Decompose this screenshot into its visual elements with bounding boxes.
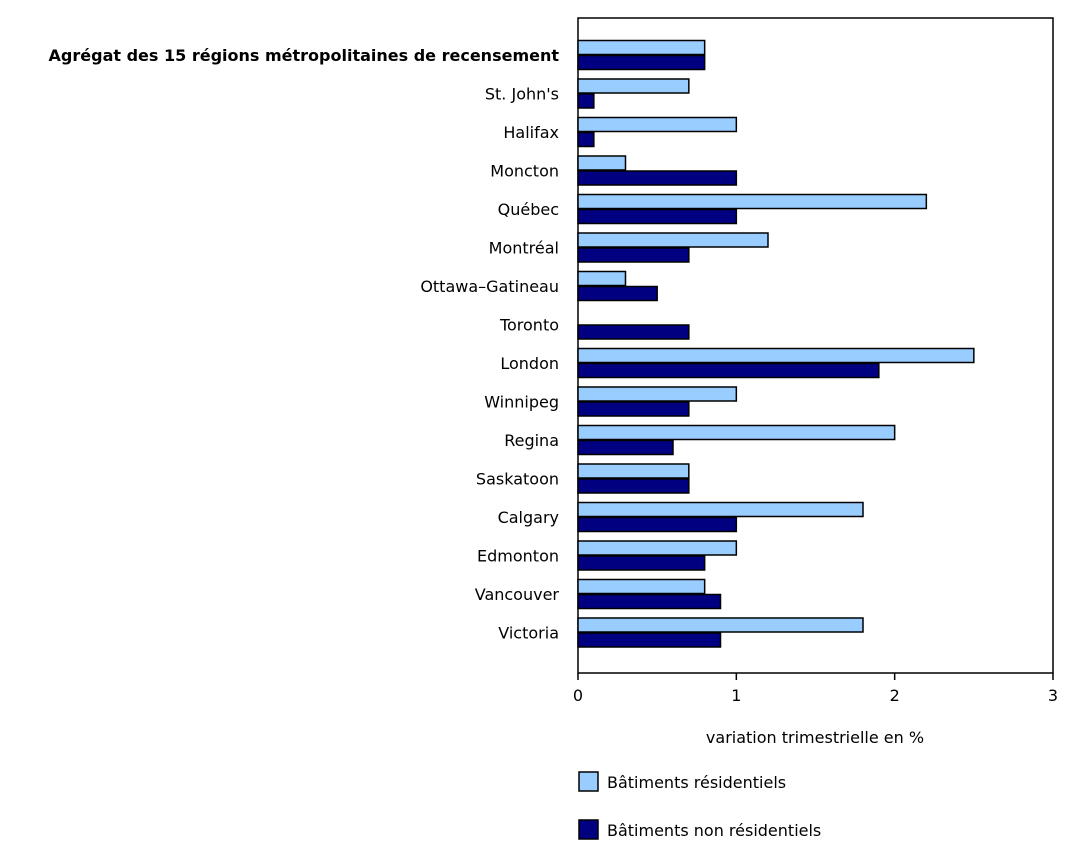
bar-residential [577, 578, 706, 595]
bar-non-residential [577, 247, 690, 263]
bar-non-residential [577, 362, 880, 379]
bar-non-residential [577, 593, 722, 610]
bar-non-residential [577, 324, 690, 340]
bar-non-residential [577, 439, 674, 456]
x-tick-label: 2 [890, 686, 900, 705]
bar-non-residential [577, 516, 738, 533]
category-label: Vancouver [475, 585, 560, 604]
category-label: Ottawa–Gatineau [420, 277, 559, 296]
category-label: Calgary [498, 508, 559, 527]
bar-non-residential [577, 401, 690, 417]
category-label: Québec [498, 200, 559, 219]
category-label: Montréal [489, 239, 559, 258]
bar-non-residential [577, 54, 706, 71]
bar-residential [577, 386, 738, 402]
bar-residential [577, 39, 706, 56]
category-label: Saskatoon [476, 470, 559, 489]
plot-area-frame [577, 17, 1054, 674]
legend-swatch [578, 771, 599, 792]
bar-residential [577, 540, 738, 556]
category-label: Toronto [499, 316, 559, 335]
bar-residential [577, 463, 690, 479]
x-tick-label: 0 [573, 686, 583, 705]
x-tick-label: 3 [1048, 686, 1058, 705]
bar-non-residential [577, 478, 690, 494]
category-label: Halifax [503, 123, 559, 142]
bar-non-residential [577, 285, 658, 302]
bar-residential [577, 347, 975, 364]
bar-non-residential [577, 93, 595, 109]
category-label: Victoria [498, 624, 559, 643]
bar-residential [577, 232, 769, 248]
bar-non-residential [577, 131, 595, 148]
bar-non-residential [577, 555, 706, 571]
category-label: Moncton [490, 162, 559, 181]
category-label: Agrégat des 15 régions métropolitaines d… [49, 46, 560, 65]
bar-residential [577, 501, 864, 518]
legend-swatch [578, 819, 599, 840]
legend-label: Bâtiments non résidentiels [607, 821, 821, 840]
bar-residential [577, 193, 928, 210]
bar-residential [577, 424, 896, 441]
bar-non-residential [577, 208, 738, 225]
category-label: Winnipeg [484, 393, 559, 412]
x-tick-label: 1 [731, 686, 741, 705]
bar-residential [577, 78, 690, 94]
category-label: Regina [504, 431, 559, 450]
legend-label: Bâtiments résidentiels [607, 773, 786, 792]
bar-non-residential [577, 632, 722, 648]
bar-residential [577, 617, 864, 633]
bar-residential [577, 270, 627, 287]
bar-residential [577, 155, 627, 171]
category-label: Edmonton [477, 547, 559, 566]
bar-residential [577, 116, 738, 133]
category-label: London [500, 354, 559, 373]
bar-non-residential [577, 170, 738, 186]
category-label: St. John's [485, 85, 559, 104]
x-axis-title: variation trimestrielle en % [706, 728, 924, 747]
